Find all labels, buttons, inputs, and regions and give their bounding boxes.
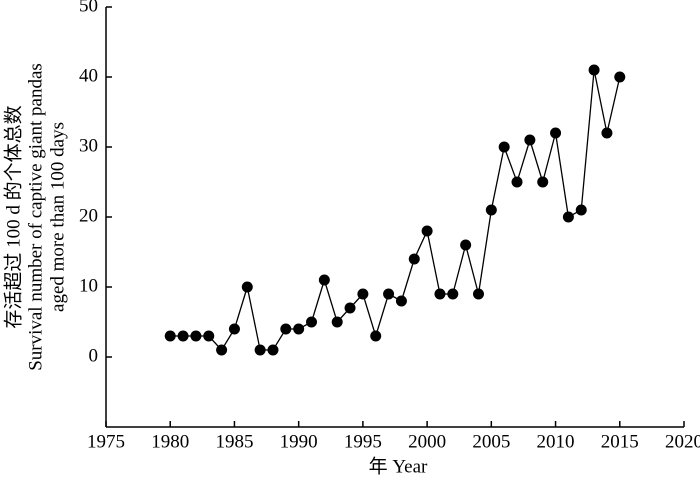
point xyxy=(524,134,536,146)
x-tick-label: 1995 xyxy=(344,431,382,452)
point xyxy=(447,288,459,300)
point xyxy=(421,225,433,237)
point xyxy=(472,288,484,300)
y-axis-label: Survival number of captive giant pandas xyxy=(25,63,46,371)
point xyxy=(370,330,382,342)
y-tick-label: 30 xyxy=(79,135,98,156)
point xyxy=(485,204,497,216)
point xyxy=(190,330,202,342)
point xyxy=(383,288,395,300)
point xyxy=(562,211,574,223)
point xyxy=(575,204,587,216)
point xyxy=(280,323,292,335)
x-tick-label: 2020 xyxy=(665,431,700,452)
point xyxy=(177,330,189,342)
y-tick-label: 20 xyxy=(79,205,98,226)
x-tick-label: 1985 xyxy=(215,431,253,452)
point xyxy=(537,176,549,188)
point xyxy=(498,141,510,153)
x-tick-label: 2015 xyxy=(601,431,639,452)
y-axis-label: aged more than 100 days xyxy=(47,122,68,312)
point xyxy=(460,239,472,251)
x-tick-label: 2010 xyxy=(537,431,575,452)
x-tick-label: 2005 xyxy=(472,431,510,452)
x-tick-label: 2000 xyxy=(408,431,446,452)
point xyxy=(293,323,305,335)
point xyxy=(216,344,228,356)
point xyxy=(395,295,407,307)
point xyxy=(408,253,420,265)
x-tick-label: 1980 xyxy=(151,431,189,452)
point xyxy=(164,330,176,342)
line xyxy=(170,69,621,352)
point xyxy=(614,71,626,83)
y-tick-label: 50 xyxy=(79,0,98,16)
point xyxy=(318,274,330,286)
point xyxy=(550,127,562,139)
point xyxy=(601,127,613,139)
point xyxy=(344,302,356,314)
y-tick-label: 10 xyxy=(79,275,98,296)
point xyxy=(254,344,266,356)
y-tick-label: 0 xyxy=(89,345,99,366)
point xyxy=(306,316,318,328)
point xyxy=(434,288,446,300)
y-axis-label: 存活超过 100 d 的个体总数 xyxy=(2,105,24,328)
point xyxy=(588,64,600,76)
y-tick-label: 40 xyxy=(79,65,98,86)
point xyxy=(357,288,369,300)
x-axis-label: 年 Year xyxy=(369,455,428,477)
point xyxy=(267,344,279,356)
point xyxy=(228,323,240,335)
point xyxy=(203,330,215,342)
point xyxy=(331,316,343,328)
x-tick-label: 1975 xyxy=(87,431,125,452)
point xyxy=(241,281,253,293)
point xyxy=(511,176,523,188)
x-tick-label: 1990 xyxy=(280,431,318,452)
